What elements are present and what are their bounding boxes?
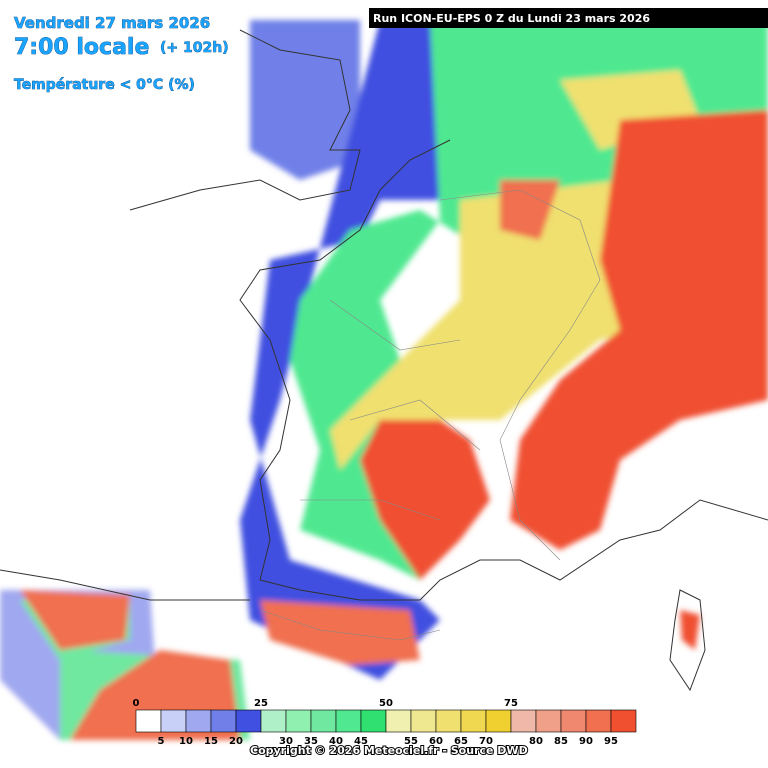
field-name: Température < 0°C (%) bbox=[14, 77, 195, 93]
legend-minor-label: 15 bbox=[204, 736, 218, 747]
coastlines bbox=[0, 29, 768, 692]
legend-minor-label: 70 bbox=[479, 736, 493, 747]
legend-minor-label: 20 bbox=[229, 736, 243, 747]
legend-swatch bbox=[585, 709, 612, 733]
copyright: Copyright © 2026 Meteociel.fr - Source D… bbox=[250, 744, 528, 757]
legend-minor-label: 55 bbox=[404, 736, 418, 747]
legend-major-label: 50 bbox=[379, 698, 393, 709]
legend-swatch bbox=[210, 709, 237, 733]
legend-minor-label: 40 bbox=[329, 736, 343, 747]
legend-minor-label: 60 bbox=[429, 736, 443, 747]
legend-minor-label: 35 bbox=[304, 736, 318, 747]
legend-minor-label: 30 bbox=[279, 736, 293, 747]
color-legend: 0 25 50 75 5 10 15 20 30 35 40 45 55 60 65 70 80 85 90 95 bbox=[133, 698, 637, 747]
run-banner bbox=[369, 8, 768, 28]
legend-swatch bbox=[235, 709, 262, 733]
legend-swatch bbox=[260, 709, 287, 733]
legend-minor-label: 65 bbox=[454, 736, 468, 747]
legend-swatch bbox=[535, 709, 562, 733]
legend-swatch bbox=[185, 709, 212, 733]
field bbox=[0, 20, 768, 740]
legend-swatch bbox=[310, 709, 337, 733]
legend-swatch bbox=[485, 709, 512, 733]
forecast-date: Vendredi 27 mars 2026 bbox=[14, 14, 210, 32]
legend-swatch bbox=[560, 709, 587, 733]
legend-swatch bbox=[385, 709, 412, 733]
legend-minor-label: 80 bbox=[529, 736, 543, 747]
forecast-time: 7:00 locale bbox=[14, 35, 149, 60]
lead-time: (+ 102h) bbox=[160, 40, 229, 56]
run-info: Run ICON-EU-EPS 0 Z du Lundi 23 mars 202… bbox=[373, 12, 650, 25]
borders bbox=[259, 189, 601, 641]
legend-swatch bbox=[335, 709, 362, 733]
legend-minor-label: 10 bbox=[179, 736, 193, 747]
legend-minor-label: 45 bbox=[354, 736, 368, 747]
legend-swatch bbox=[285, 709, 312, 733]
legend-minor-label: 5 bbox=[158, 736, 165, 747]
legend-swatch bbox=[510, 709, 537, 733]
legend-minor-label: 95 bbox=[604, 736, 618, 747]
legend-minor-label: 90 bbox=[579, 736, 593, 747]
legend-major-label: 0 bbox=[133, 698, 140, 709]
legend-swatch bbox=[160, 709, 187, 733]
legend-major-label: 25 bbox=[254, 698, 268, 709]
legend-swatch bbox=[135, 709, 162, 733]
legend-swatch bbox=[610, 709, 637, 733]
legend-swatch bbox=[360, 709, 387, 733]
legend-swatch bbox=[460, 709, 487, 733]
legend-swatch bbox=[410, 709, 437, 733]
legend-swatch bbox=[435, 709, 462, 733]
legend-minor-label: 85 bbox=[554, 736, 568, 747]
legend-major-label: 75 bbox=[504, 698, 518, 709]
